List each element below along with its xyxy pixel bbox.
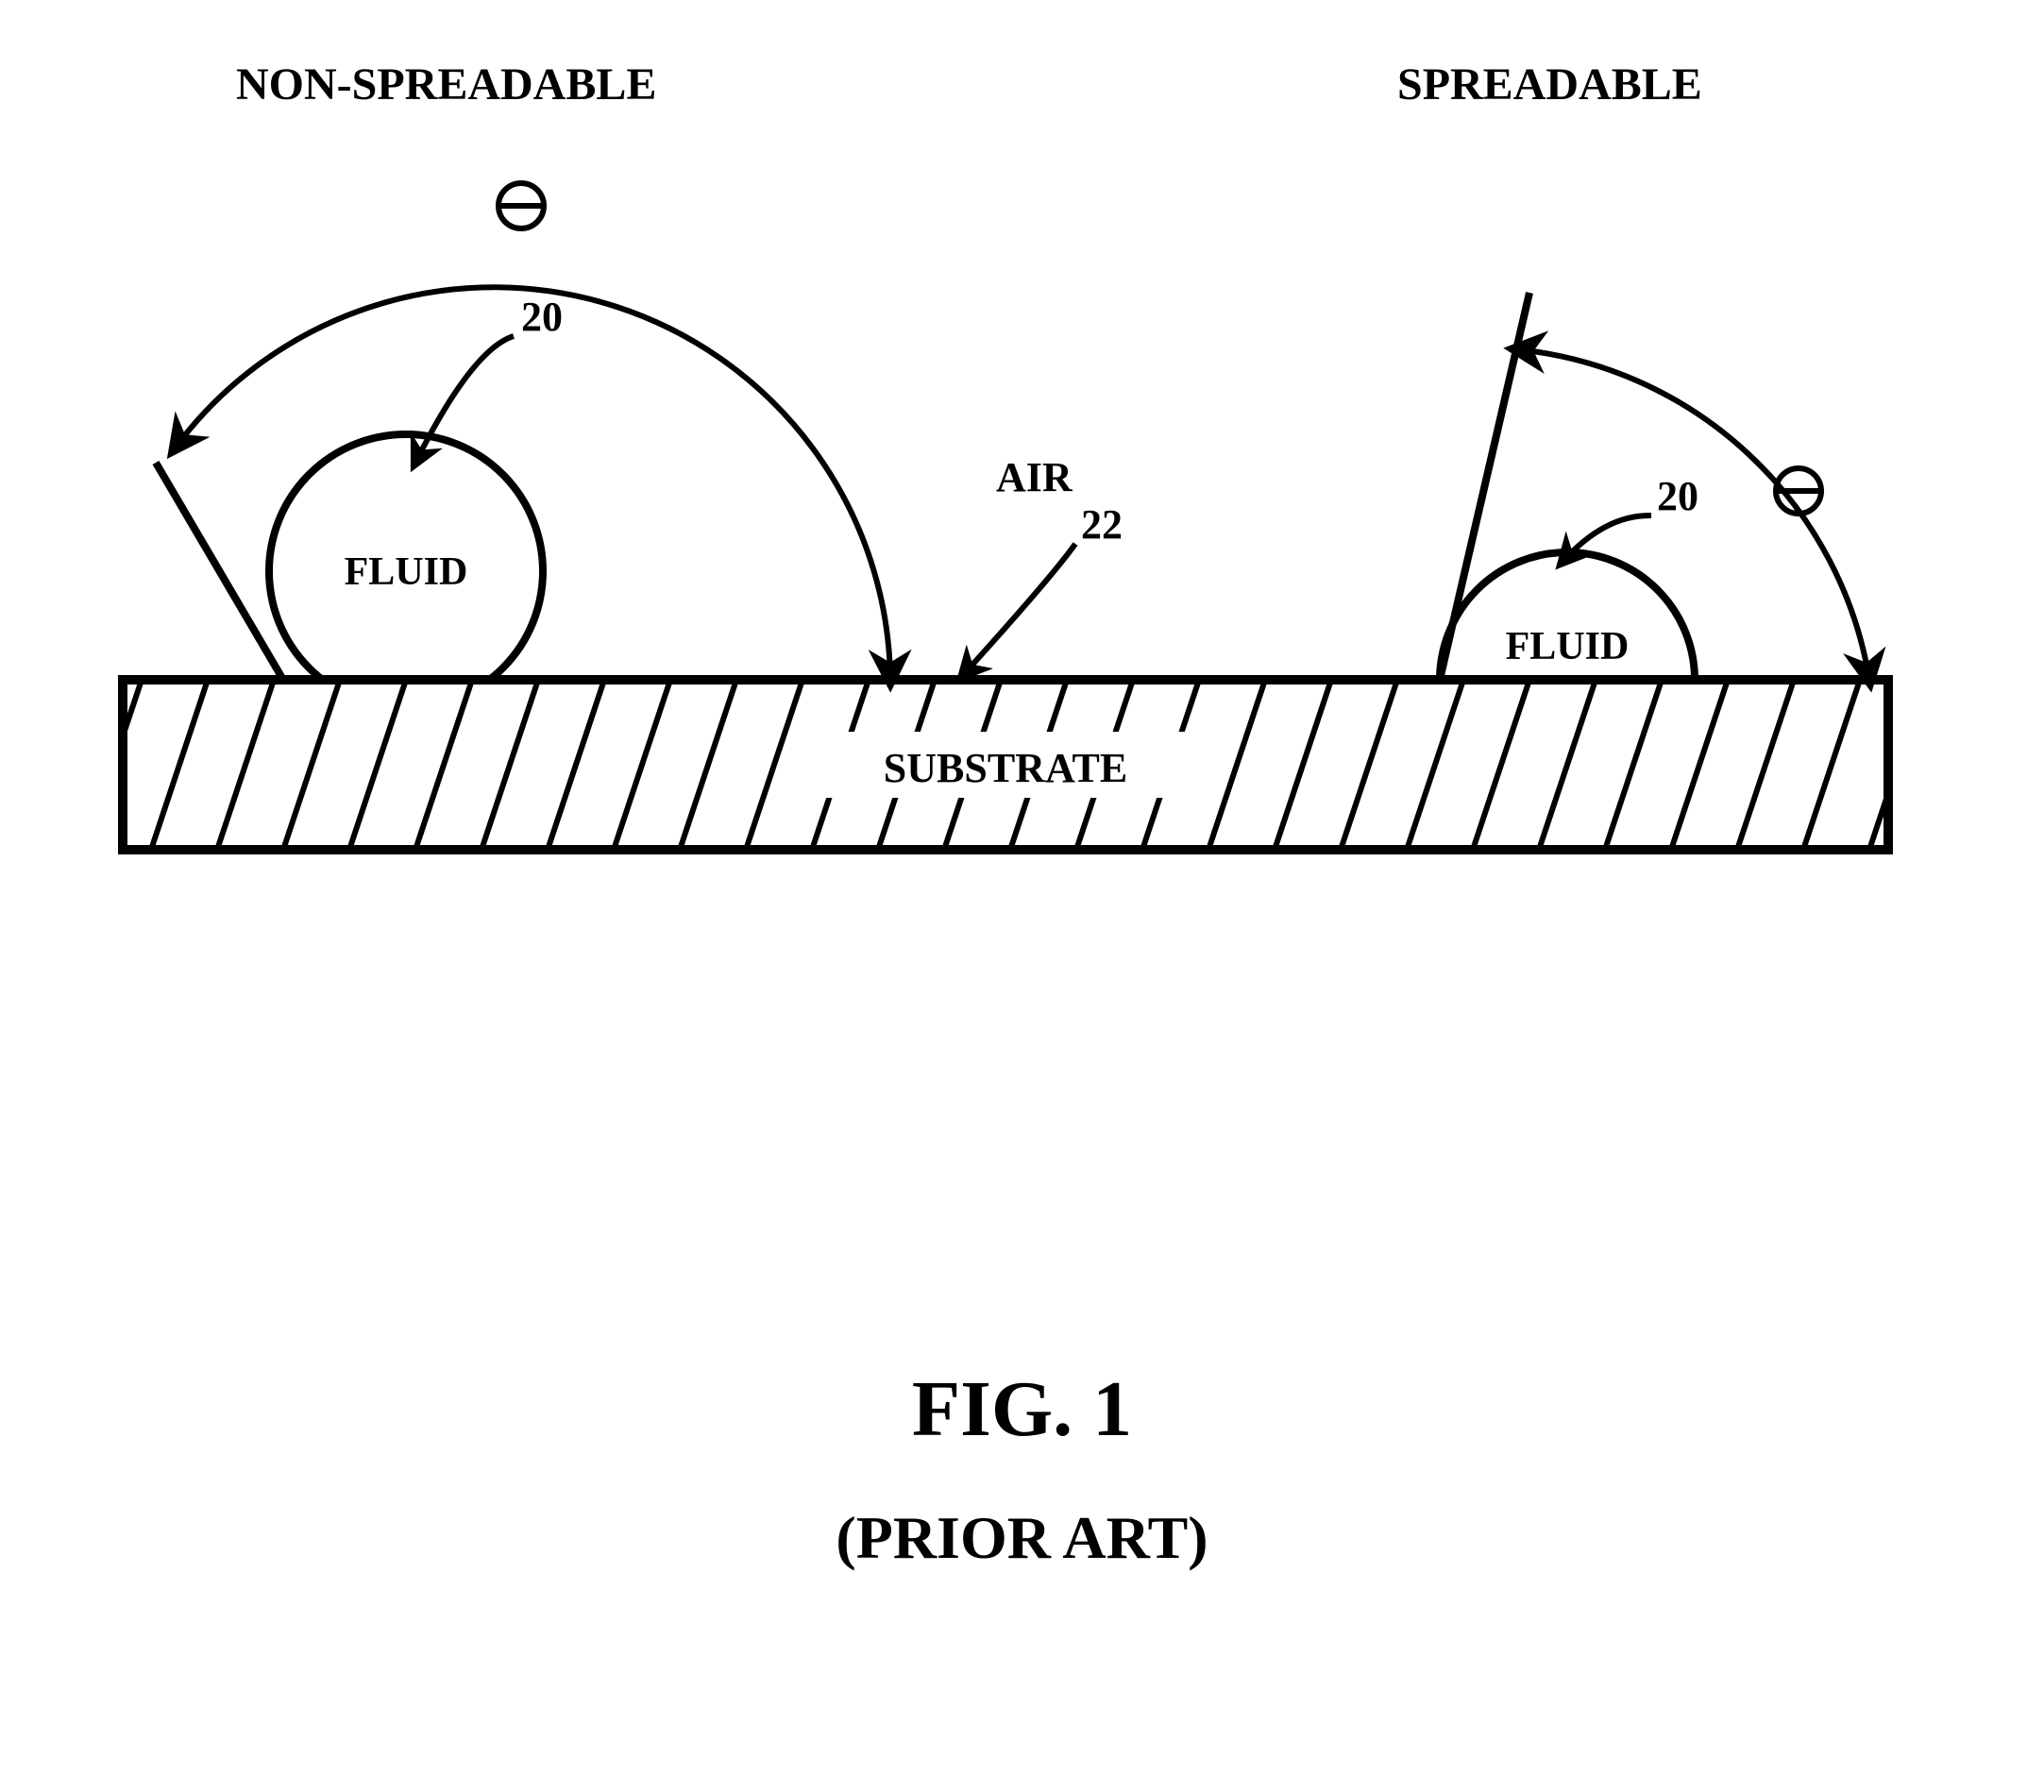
left-ref-20: 20 (521, 294, 563, 340)
right-ref-20: 20 (1657, 473, 1698, 519)
right-fluid-label: FLUID (1506, 625, 1630, 668)
substrate-label: SUBSTRATE (884, 745, 1127, 791)
heading-non-spreadable: NON-SPREADABLE (236, 59, 656, 110)
left-tangent (156, 463, 283, 680)
figure-title: FIG. 1 (912, 1365, 1132, 1453)
heading-spreadable: SPREADABLE (1397, 59, 1702, 110)
left-fluid-label: FLUID (345, 550, 468, 594)
air-label: AIR (996, 454, 1073, 500)
ref-22: 22 (1081, 501, 1123, 548)
figure-subtitle: (PRIOR ART) (836, 1504, 1208, 1571)
ref-22-leader (963, 544, 1075, 675)
right-tangent (1440, 293, 1529, 680)
